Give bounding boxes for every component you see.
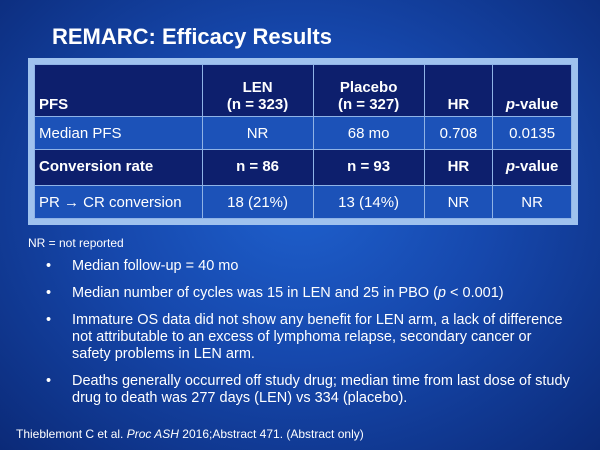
footnote: NR = not reported: [28, 236, 124, 250]
row-median-pfs-p: 0.0135: [492, 116, 572, 150]
row-pr-cr-placebo: 13 (14%): [312, 185, 425, 219]
reference-citation: Thieblemont C et al. Proc ASH 2016;Abstr…: [16, 427, 364, 441]
header-len: LEN (n = 323): [201, 64, 314, 117]
header-conversion-label: Conversion rate: [34, 149, 203, 186]
row-pr-cr-label-part2: CR conversion: [79, 193, 182, 211]
row-pr-cr-label-part1: PR: [39, 193, 65, 211]
bullet-os-data: • Immature OS data did not show any benef…: [40, 312, 570, 363]
header-conversion-len: n = 86: [201, 149, 314, 186]
header-pfs-label: PFS: [34, 64, 203, 117]
arrow-right-icon: →: [64, 193, 80, 211]
row-pr-cr-hr: NR: [423, 185, 494, 219]
bullet-icon: •: [46, 312, 52, 328]
header-placebo: Placebo (n = 327): [312, 64, 425, 117]
bullet-cycles-post: < 0.001): [445, 285, 504, 301]
bullet-deaths: • Deaths generally occurred off study dru…: [40, 373, 570, 407]
row-median-pfs-placebo: 68 mo: [312, 116, 425, 150]
bullet-follow-up-text: Median follow-up = 40 mo: [72, 258, 239, 274]
table-header-conversion: Conversion rate n = 86 n = 93 HR p-value: [34, 149, 572, 186]
efficacy-table-frame: PFS LEN (n = 323) Placebo (n = 327) HR p…: [28, 58, 578, 225]
efficacy-table: PFS LEN (n = 323) Placebo (n = 327) HR p…: [34, 64, 572, 219]
bullet-icon: •: [46, 285, 52, 301]
header-len-name: LEN: [242, 79, 273, 96]
bullet-icon: •: [46, 373, 52, 389]
bullet-follow-up: • Median follow-up = 40 mo: [40, 258, 570, 275]
bullet-deaths-text: Deaths generally occurred off study drug…: [72, 373, 570, 406]
header-hr: HR: [423, 64, 494, 117]
header-len-n: (n = 323): [226, 96, 289, 113]
header-placebo-n: (n = 327): [337, 96, 400, 113]
table-row-pr-cr: PR → CR conversion 18 (21%) 13 (14%) NR …: [34, 185, 572, 219]
row-pr-cr-p: NR: [492, 185, 572, 219]
header-pvalue-p: p: [505, 96, 516, 113]
header-pvalue: p-value: [492, 64, 572, 117]
reference-pre: Thieblemont C et al.: [16, 427, 127, 441]
row-median-pfs-hr: 0.708: [423, 116, 494, 150]
header-conversion-hr: HR: [423, 149, 494, 186]
bullet-os-data-text: Immature OS data did not show any benefi…: [72, 312, 563, 362]
header-conversion-p-rest: -value: [515, 157, 559, 175]
header-conversion-pvalue: p-value: [492, 149, 572, 186]
bullet-cycles-p: p: [437, 285, 446, 301]
header-placebo-name: Placebo: [339, 79, 398, 96]
bullet-cycles-pre: Median number of cycles was 15 in LEN an…: [72, 285, 438, 301]
bullet-cycles: • Median number of cycles was 15 in LEN a…: [40, 285, 570, 302]
header-pvalue-rest: -value: [515, 96, 559, 113]
reference-post: 2016;Abstract 471. (Abstract only): [178, 427, 364, 441]
row-median-pfs-label: Median PFS: [34, 116, 203, 150]
header-conversion-placebo: n = 93: [312, 149, 425, 186]
row-pr-cr-len: 18 (21%): [201, 185, 314, 219]
bullet-list: • Median follow-up = 40 mo • Median number…: [40, 258, 570, 417]
bullet-icon: •: [46, 258, 52, 274]
row-pr-cr-label: PR → CR conversion: [34, 185, 203, 219]
row-median-pfs-len: NR: [201, 116, 314, 150]
table-header-pfs: PFS LEN (n = 323) Placebo (n = 327) HR p…: [34, 64, 572, 117]
header-conversion-p: p: [505, 157, 516, 175]
slide-title: REMARC: Efficacy Results: [52, 24, 332, 49]
reference-journal: Proc ASH: [126, 427, 179, 441]
table-row-median-pfs: Median PFS NR 68 mo 0.708 0.0135: [34, 116, 572, 150]
